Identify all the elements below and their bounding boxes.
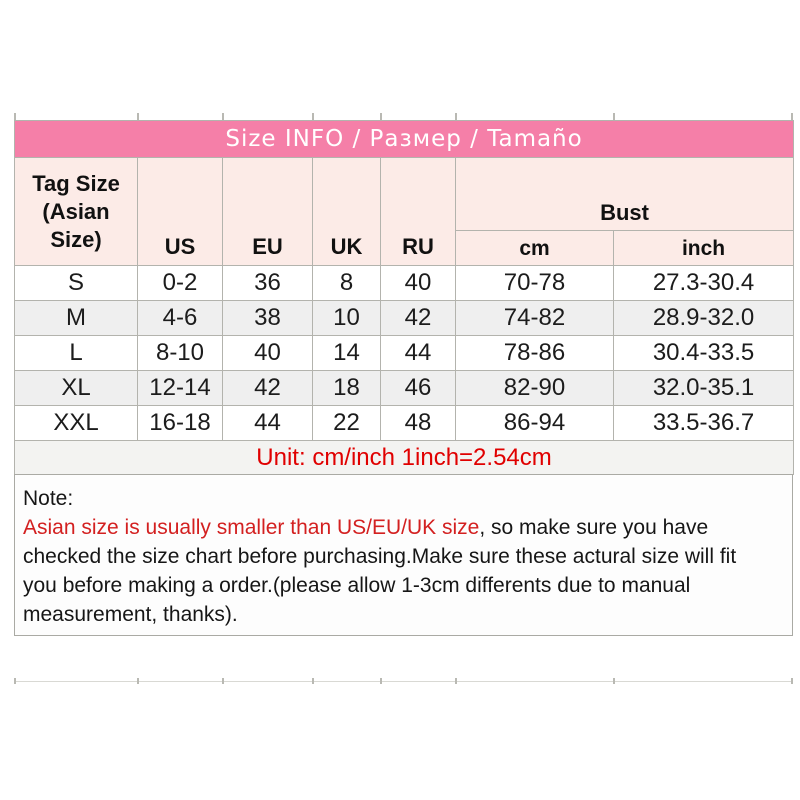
- grid-rule: [14, 681, 793, 682]
- cell-inch: 30.4-33.5: [612, 335, 795, 371]
- grid-tick: [791, 678, 793, 684]
- grid-tick: [791, 113, 793, 120]
- cell-cm: 70-78: [455, 265, 614, 301]
- grid-tick: [312, 113, 314, 120]
- cell-inch: 33.5-36.7: [612, 405, 795, 441]
- grid-tick: [380, 678, 382, 684]
- size-table: Size INFO / Размер / Tamaño Tag Size (As…: [13, 120, 795, 475]
- grid-tick: [137, 113, 139, 120]
- cell-ru: 44: [380, 335, 456, 371]
- grid-tick: [14, 113, 16, 120]
- column-header-bust: Bust: [454, 157, 795, 231]
- cell-cm: 74-82: [455, 300, 614, 336]
- column-header-ru: RU: [380, 157, 456, 266]
- column-header-uk: UK: [312, 157, 381, 266]
- note-line: you before making a order.(please allow …: [23, 574, 691, 597]
- column-header-inch: inch: [612, 230, 795, 266]
- cell-ru: 42: [380, 300, 456, 336]
- cell-tag: XXL: [14, 405, 138, 441]
- cell-eu: 38: [222, 300, 313, 336]
- cell-tag: S: [14, 265, 138, 301]
- cell-tag: M: [14, 300, 138, 336]
- table-row-m: M 4-6 38 10 42 74-82 28.9-32.0: [14, 300, 795, 336]
- note-label: Note:: [23, 487, 74, 510]
- cell-inch: 32.0-35.1: [612, 370, 795, 406]
- cell-uk: 10: [312, 300, 381, 336]
- unit-conversion-note: Unit: cm/inch 1inch=2.54cm: [13, 440, 795, 475]
- cell-us: 4-6: [137, 300, 223, 336]
- cell-eu: 42: [222, 370, 313, 406]
- grid-tick: [613, 678, 615, 684]
- note-line: checked the size chart before purchasing…: [23, 545, 737, 568]
- table-row-l: L 8-10 40 14 44 78-86 30.4-33.5: [14, 335, 795, 371]
- column-header-us: US: [137, 157, 223, 266]
- grid-tick: [137, 678, 139, 684]
- cell-inch: 27.3-30.4: [612, 265, 795, 301]
- cell-uk: 8: [312, 265, 381, 301]
- note-line: Asian size is usually smaller than US/EU…: [23, 516, 709, 539]
- cell-us: 8-10: [137, 335, 223, 371]
- cell-us: 16-18: [137, 405, 223, 441]
- cell-eu: 44: [222, 405, 313, 441]
- grid-tick: [455, 113, 457, 120]
- cell-cm: 78-86: [455, 335, 614, 371]
- grid-tick: [380, 113, 382, 120]
- column-header-eu: EU: [222, 157, 313, 266]
- cell-eu: 36: [222, 265, 313, 301]
- table-title-bar: Size INFO / Размер / Tamaño: [13, 120, 795, 158]
- cell-us: 0-2: [137, 265, 223, 301]
- cell-uk: 22: [312, 405, 381, 441]
- cell-uk: 14: [312, 335, 381, 371]
- grid-tick: [222, 678, 224, 684]
- grid-tick: [14, 678, 16, 684]
- cell-us: 12-14: [137, 370, 223, 406]
- cell-cm: 86-94: [455, 405, 614, 441]
- note-line: measurement, thanks).: [23, 603, 238, 626]
- grid-tick: [312, 678, 314, 684]
- cell-cm: 82-90: [455, 370, 614, 406]
- cell-inch: 28.9-32.0: [612, 300, 795, 336]
- column-header-tag-size: Tag Size (Asian Size): [14, 157, 138, 266]
- cell-eu: 40: [222, 335, 313, 371]
- cell-tag: XL: [14, 370, 138, 406]
- cell-tag: L: [14, 335, 138, 371]
- cell-uk: 18: [312, 370, 381, 406]
- table-row-xl: XL 12-14 42 18 46 82-90 32.0-35.1: [14, 370, 795, 406]
- grid-tick: [455, 678, 457, 684]
- grid-tick: [222, 113, 224, 120]
- cell-ru: 46: [380, 370, 456, 406]
- cell-ru: 48: [380, 405, 456, 441]
- note-block: Note: Asian size is usually smaller than…: [14, 474, 793, 636]
- grid-tick: [613, 113, 615, 120]
- cell-ru: 40: [380, 265, 456, 301]
- table-row-xxl: XXL 16-18 44 22 48 86-94 33.5-36.7: [14, 405, 795, 441]
- size-chart-sheet: Size INFO / Размер / Tamaño Tag Size (As…: [13, 120, 795, 636]
- column-header-cm: cm: [455, 230, 614, 266]
- table-row-s: S 0-2 36 8 40 70-78 27.3-30.4: [14, 265, 795, 301]
